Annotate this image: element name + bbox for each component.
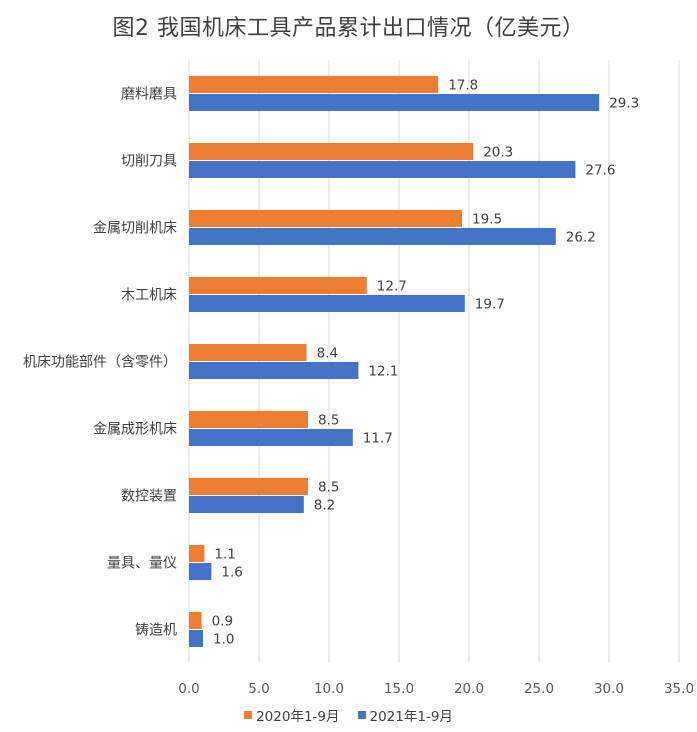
data-label-2020: 19.5 xyxy=(472,212,502,228)
data-label-2021: 12.1 xyxy=(368,364,398,380)
data-label-2021: 1.0 xyxy=(213,632,234,648)
bar-2021 xyxy=(189,496,304,513)
category-label: 切削刀具 xyxy=(121,154,177,170)
x-tick-label: 15.0 xyxy=(384,681,414,697)
legend-label: 2021年1-9月 xyxy=(369,709,453,725)
x-tick-label: 5.0 xyxy=(248,681,269,697)
bar-2020 xyxy=(189,277,367,294)
bar-2021 xyxy=(189,630,203,647)
data-label-2020: 20.3 xyxy=(483,145,513,161)
legend-swatch xyxy=(244,711,253,719)
data-label-2021: 8.2 xyxy=(314,498,335,514)
category-label: 铸造机 xyxy=(135,623,177,639)
chart-title: 图2 我国机床工具产品累计出口情况（亿美元） xyxy=(112,16,585,41)
data-label-2021: 1.6 xyxy=(221,565,242,581)
data-label-2021: 27.6 xyxy=(585,163,615,179)
data-label-2020: 0.9 xyxy=(212,614,233,630)
x-tick-label: 35.0 xyxy=(664,681,694,697)
bar-2020 xyxy=(189,545,205,562)
legend-label: 2020年1-9月 xyxy=(256,709,340,725)
category-label: 磨料磨具 xyxy=(121,87,177,103)
bar-2021 xyxy=(189,94,600,111)
category-label: 金属切削机床 xyxy=(93,221,177,237)
data-label-2020: 17.8 xyxy=(448,78,478,94)
legend: 2020年1-9月 2021年1-9月 xyxy=(0,705,697,725)
x-tick-label: 20.0 xyxy=(454,681,484,697)
data-label-2021: 11.7 xyxy=(363,431,393,447)
bar-2020 xyxy=(189,143,474,160)
category-label: 量具、量仪 xyxy=(107,556,177,572)
category-label: 机床功能部件（含零件） xyxy=(23,355,177,371)
category-label: 金属成形机床 xyxy=(93,422,177,438)
bar-2020 xyxy=(189,76,439,93)
x-tick-label: 10.0 xyxy=(314,681,344,697)
data-label-2021: 29.3 xyxy=(609,96,639,112)
bar-2020 xyxy=(189,210,462,227)
bar-2020 xyxy=(189,344,307,361)
legend-swatch xyxy=(357,711,366,719)
bar-2021 xyxy=(189,563,212,580)
bar-2021 xyxy=(189,228,556,245)
legend-item: 2021年1-9月 xyxy=(357,705,453,725)
data-label-2020: 8.4 xyxy=(317,346,338,362)
x-tick-label: 25.0 xyxy=(524,681,554,697)
bar-2021 xyxy=(189,362,359,379)
bar-2021 xyxy=(189,161,576,178)
category-label: 木工机床 xyxy=(121,288,177,304)
bar-2020 xyxy=(189,612,202,629)
bar-2020 xyxy=(189,411,308,428)
category-label: 数控装置 xyxy=(121,489,177,505)
legend-item: 2020年1-9月 xyxy=(244,705,340,725)
x-tick-label: 30.0 xyxy=(594,681,624,697)
bar-2021 xyxy=(189,295,465,312)
bar-2021 xyxy=(189,429,353,446)
data-label-2020: 1.1 xyxy=(214,547,235,563)
data-label-2020: 8.5 xyxy=(318,480,339,496)
data-label-2020: 8.5 xyxy=(318,413,339,429)
x-tick-label: 0.0 xyxy=(178,681,199,697)
bar-2020 xyxy=(189,478,308,495)
data-label-2021: 19.7 xyxy=(475,297,505,313)
data-label-2020: 12.7 xyxy=(377,279,407,295)
data-label-2021: 26.2 xyxy=(566,230,596,246)
